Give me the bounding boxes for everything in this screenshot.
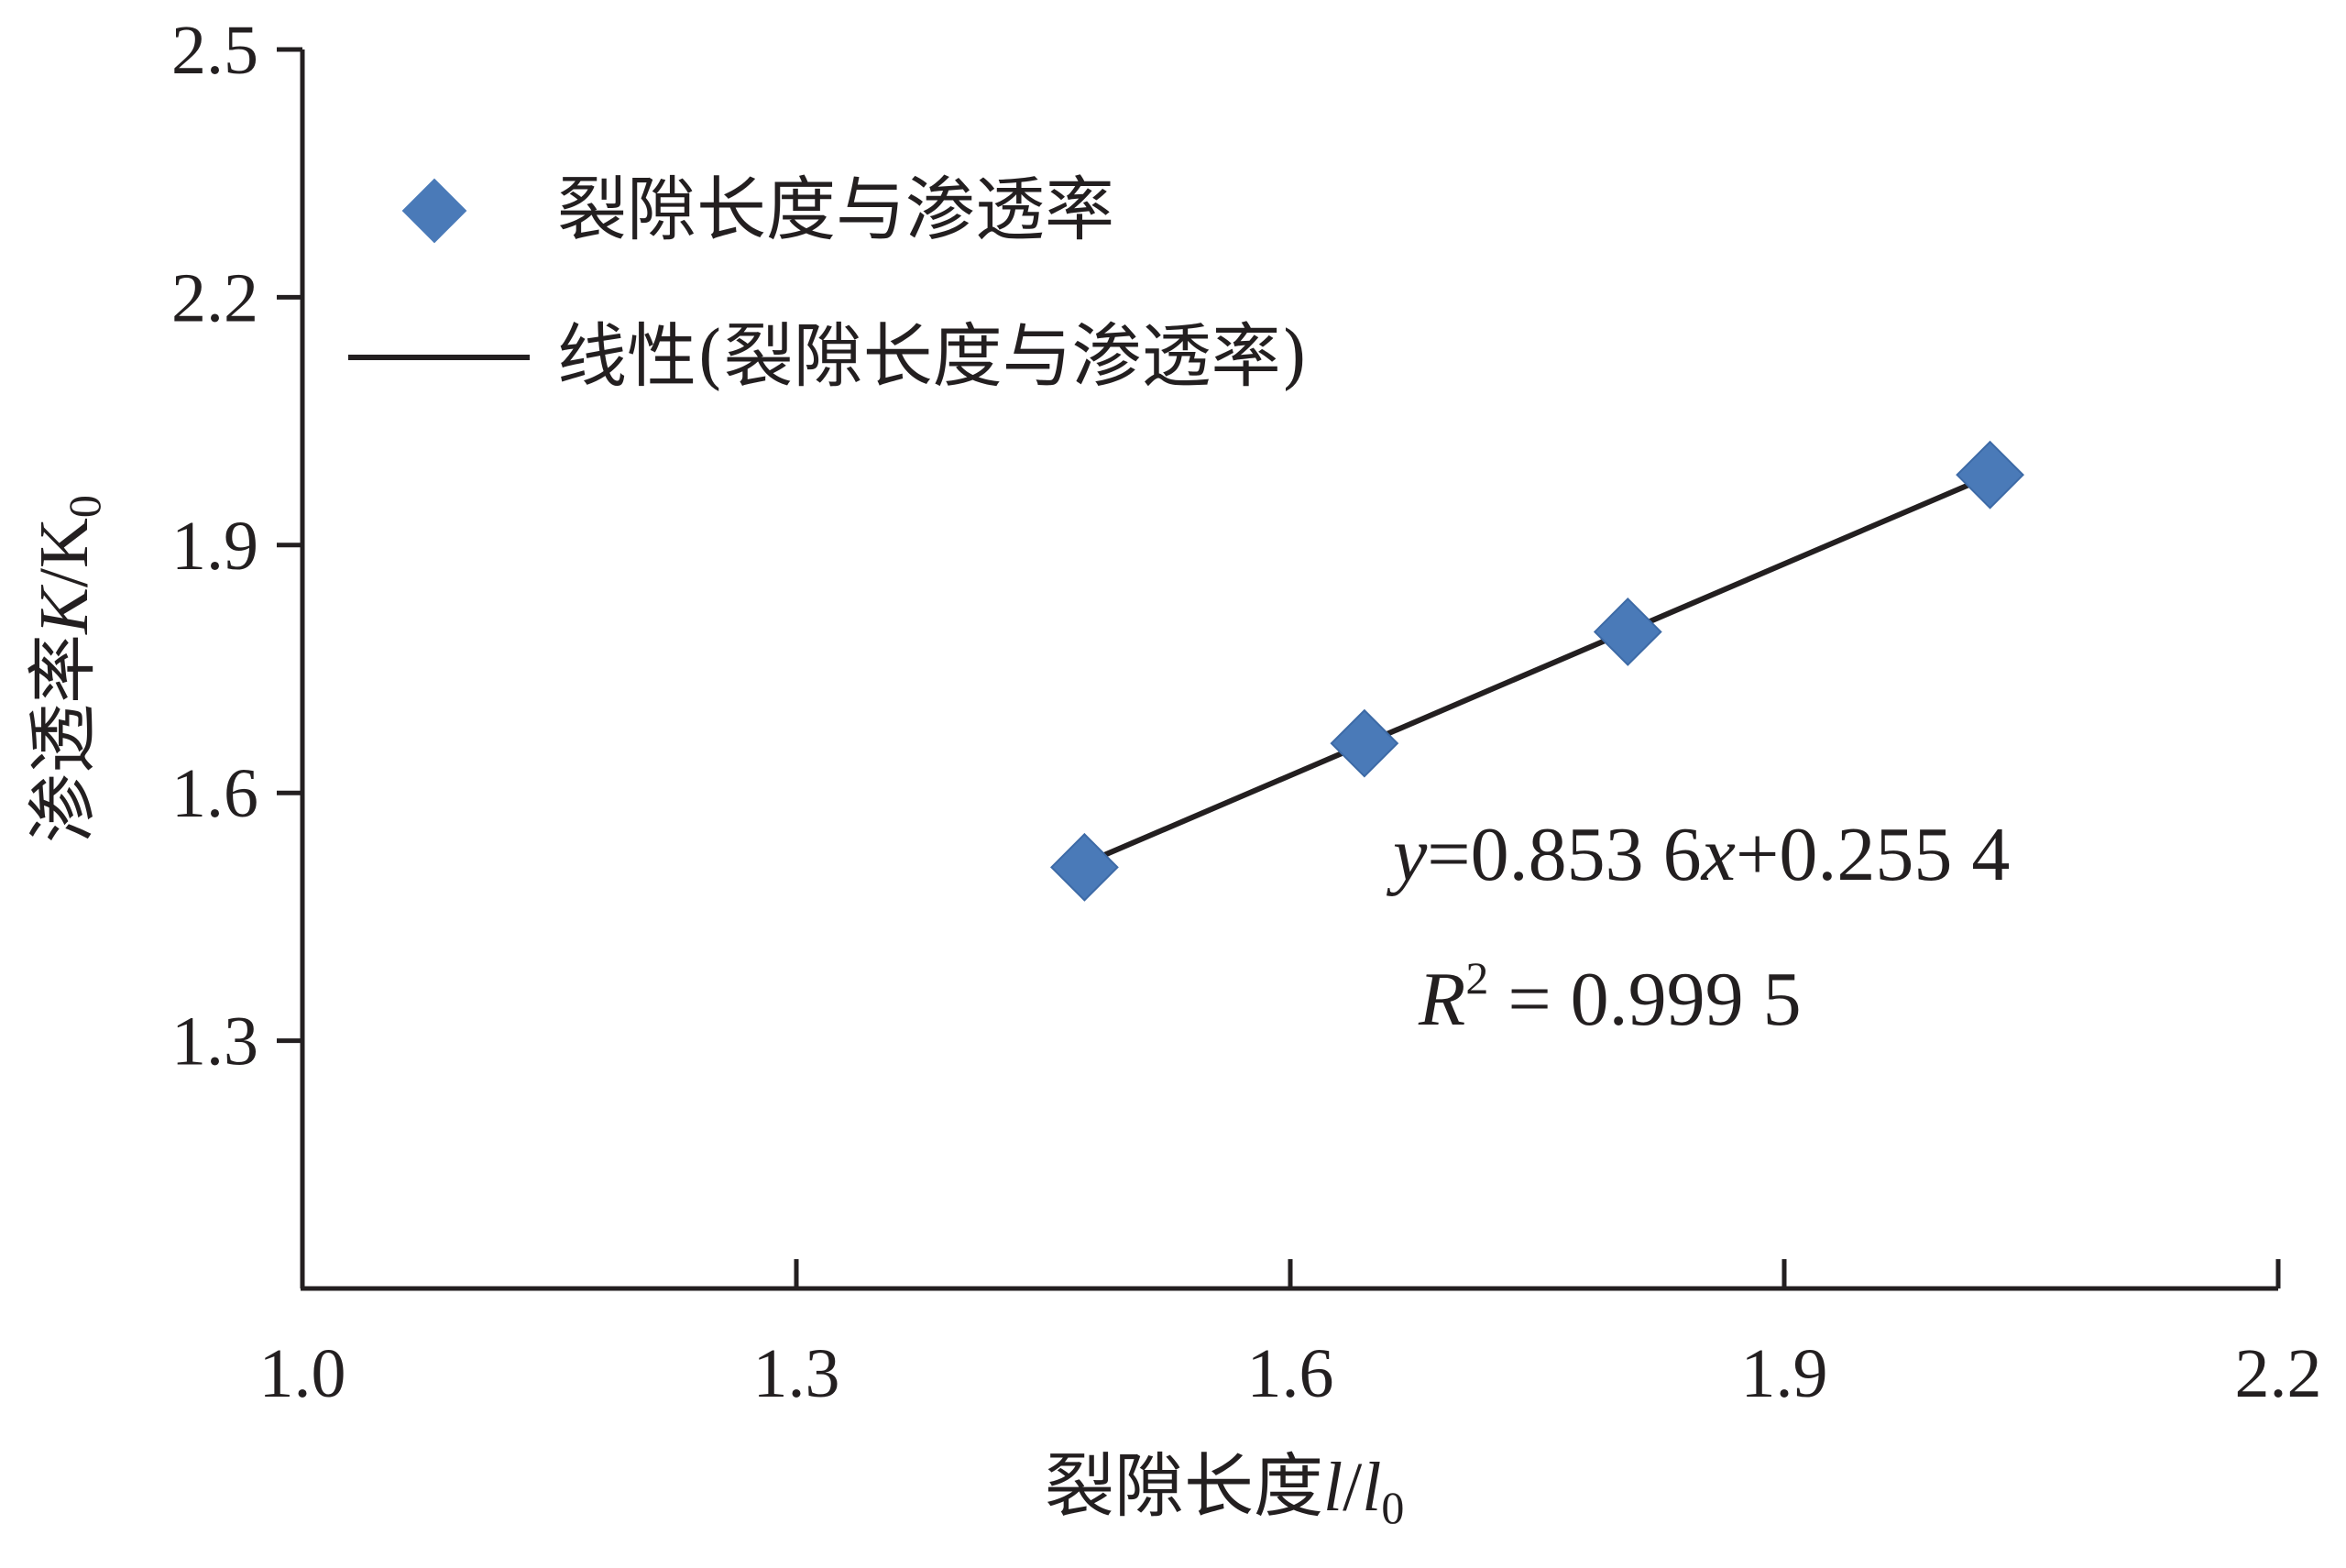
legend-label-trendline: 线性(裂隙长度与渗透率) bbox=[557, 315, 1308, 397]
trendline-segment bbox=[1083, 473, 1991, 867]
x-axis-label: 裂隙长度l/l0 bbox=[1045, 1445, 1404, 1533]
y-axis-label-text: 渗透率 bbox=[22, 634, 104, 843]
data-point bbox=[1593, 598, 1662, 666]
y-tick-label: 2.5 bbox=[171, 12, 258, 89]
data-point bbox=[1956, 440, 2024, 510]
y-tick-label: 2.2 bbox=[171, 259, 258, 336]
eq-x-var: x bbox=[1700, 812, 1736, 897]
x-tick-label: 1.9 bbox=[1741, 1335, 1828, 1412]
r-var: R bbox=[1418, 957, 1465, 1042]
ticks: 1.0 1.3 1.6 1.9 2.2 1.3 1.6 1.9 2.2 2.5 bbox=[171, 12, 2322, 1412]
r-squared: R2 = 0.999 5 bbox=[1418, 952, 1802, 1042]
regression-annotation: y=0.853 6x+0.255 4 R2 = 0.999 5 bbox=[1386, 812, 2010, 1042]
x-axis-label-slash: / bbox=[1343, 1449, 1363, 1526]
y-axis-label-var: K bbox=[26, 585, 103, 635]
legend-label-series: 裂隙长度与渗透率 bbox=[557, 169, 1114, 250]
x-tick-label: 1.3 bbox=[753, 1335, 840, 1412]
x-tick-label: 1.0 bbox=[259, 1335, 346, 1412]
x-axis-label-sub: 0 bbox=[1381, 1482, 1404, 1533]
y-axis-label-slash: / bbox=[26, 567, 103, 587]
y-axis-label: 渗透率K/K0 bbox=[22, 495, 110, 843]
y-tick-label: 1.3 bbox=[171, 1003, 258, 1080]
legend-marker-diamond bbox=[401, 178, 467, 244]
legend: 裂隙长度与渗透率 线性(裂隙长度与渗透率) bbox=[348, 169, 1308, 397]
eq-part1: =0.853 6 bbox=[1427, 812, 1701, 897]
trendline bbox=[1083, 473, 1991, 867]
x-axis-label-text: 裂隙长度 bbox=[1045, 1445, 1323, 1527]
r-superscript: 2 bbox=[1465, 952, 1488, 1003]
r-value: = 0.999 5 bbox=[1488, 957, 1801, 1042]
x-axis-label-var: l bbox=[1323, 1449, 1343, 1526]
data-point bbox=[1050, 832, 1119, 902]
y-axis-label-sub: 0 bbox=[59, 495, 110, 518]
eq-y-var: y bbox=[1386, 812, 1428, 897]
x-axis-label-var0: l bbox=[1362, 1449, 1381, 1526]
data-point bbox=[1330, 708, 1399, 778]
y-tick-label: 1.9 bbox=[171, 508, 258, 585]
data-points bbox=[1050, 440, 2024, 902]
y-tick-label: 1.6 bbox=[171, 755, 258, 832]
regression-equation: y=0.853 6x+0.255 4 bbox=[1386, 812, 2010, 897]
eq-part2: +0.255 4 bbox=[1736, 812, 2010, 897]
y-axis-label-var0: K bbox=[26, 518, 103, 568]
x-tick-label: 1.6 bbox=[1247, 1335, 1334, 1412]
x-tick-label: 2.2 bbox=[2235, 1335, 2322, 1412]
